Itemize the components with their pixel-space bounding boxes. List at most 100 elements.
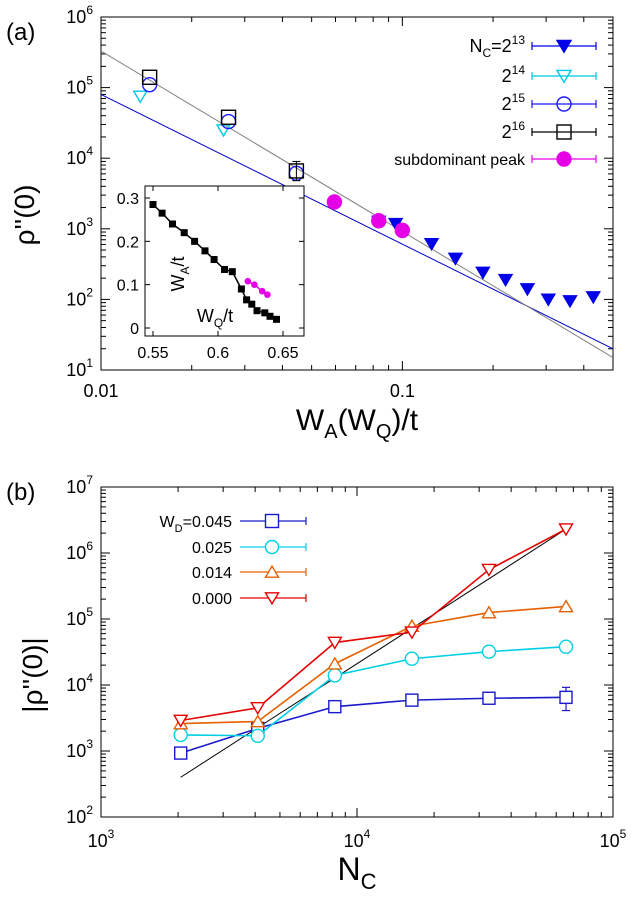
fit-line-2 xyxy=(101,50,613,358)
panel-a-data xyxy=(132,69,601,309)
series-b-4-point xyxy=(404,626,420,640)
series-b-3-point xyxy=(558,599,574,613)
series-b-1-point xyxy=(328,699,342,714)
y-tick-label-exp: 2 xyxy=(86,285,93,299)
y-tick-label-exp: 3 xyxy=(86,737,93,751)
series-2-point xyxy=(132,90,149,104)
y-tick-label-base: 10 xyxy=(66,148,86,168)
legend-b-marker-1 xyxy=(264,513,280,529)
panel-a-fit-lines xyxy=(101,50,613,358)
panel-b-data xyxy=(172,523,574,760)
series-b-4-point xyxy=(558,523,574,537)
legend-b-marker-2 xyxy=(264,539,280,555)
inset-series-1-point xyxy=(228,268,236,276)
y-tick-label: 103 xyxy=(66,737,93,761)
legend-a-entry-1: NC=213 xyxy=(469,33,525,60)
panel-a-frame xyxy=(100,16,614,371)
legend-a-marker-1 xyxy=(555,39,573,54)
series-b-3-point xyxy=(481,605,497,619)
y-tick-label-base: 10 xyxy=(66,289,86,309)
inset-series-1-point xyxy=(221,266,228,273)
y-tick-label: 105 xyxy=(66,74,93,98)
inset-series-1-point xyxy=(273,315,280,323)
inset-series-2-point xyxy=(251,281,258,288)
y-tick-label: 102 xyxy=(66,285,93,309)
series-b-4-line xyxy=(180,528,567,722)
series-4-point xyxy=(141,69,158,85)
inset-series-1-point xyxy=(266,312,274,320)
series-1-point xyxy=(497,273,514,287)
series-b-2-point xyxy=(481,644,497,659)
y-tick-label-exp: 2 xyxy=(86,803,93,817)
series-b-2-point xyxy=(327,668,343,683)
legend-a-entry-2: 214 xyxy=(502,63,526,86)
y-tick-label-base: 10 xyxy=(66,7,86,27)
legend-a-samples xyxy=(531,39,597,167)
panel-b-label: (b) xyxy=(6,479,35,506)
inset-y-tick-label: 0.1 xyxy=(117,278,139,295)
inset-series-1-line xyxy=(152,203,277,321)
series-b-1-point xyxy=(405,693,419,707)
legend-a-marker-4 xyxy=(556,124,572,140)
inset-series-1-point xyxy=(201,247,209,255)
legend-a-marker-5 xyxy=(556,151,572,167)
panel-b-x-tick-labels: 103 104 105 xyxy=(88,827,627,851)
x-tick-label: 0.1 xyxy=(390,381,415,401)
panel-a-legend: NC=213 214 215 216 subdominant peak xyxy=(394,33,597,169)
x-tick-label: 105 xyxy=(600,827,627,851)
legend-a-entry-3: 215 xyxy=(502,91,526,114)
x-tick-label-base: 10 xyxy=(344,831,364,851)
y-tick-label-exp: 7 xyxy=(86,473,93,487)
inset-data xyxy=(149,201,280,323)
series-1-point xyxy=(519,283,536,297)
series-4-point xyxy=(288,163,305,179)
panel-b-y-axis-label: |ρ''(0)| xyxy=(17,637,48,712)
series-b-1-point xyxy=(559,690,573,705)
legend-a-marker-3 xyxy=(556,96,572,112)
x-tick-label-exp: 4 xyxy=(364,827,371,841)
y-tick-label: 102 xyxy=(66,803,93,827)
legend-a-marker-2 xyxy=(555,69,573,84)
y-tick-label: 105 xyxy=(66,605,93,629)
y-tick-label-exp: 4 xyxy=(86,144,93,158)
panel-b-x-axis-label: NC xyxy=(338,851,377,894)
panel-b-fit-lines xyxy=(180,528,567,778)
y-tick-label-exp: 1 xyxy=(86,356,93,370)
y-tick-label-exp: 5 xyxy=(86,605,93,619)
y-tick-label: 101 xyxy=(66,356,93,380)
x-tick-label: 103 xyxy=(88,827,115,851)
x-tick-label: 0.01 xyxy=(83,381,118,401)
y-tick-label-base: 10 xyxy=(66,807,86,827)
series-4-point xyxy=(220,109,237,125)
series-b-2-point xyxy=(558,639,574,654)
x-tick-label-base: 10 xyxy=(88,831,108,851)
legend-b-entry-4: 0.000 xyxy=(192,591,232,608)
inset-series-1-point xyxy=(248,300,256,308)
series-1-point xyxy=(447,252,464,266)
legend-b-marker-4 xyxy=(264,592,280,606)
x-tick-label-exp: 3 xyxy=(108,827,115,841)
inset-axes: 0.55 0.6 0.65 0 0.1 0.2 0.3 xyxy=(117,186,304,362)
inset-series-1-point xyxy=(158,209,166,217)
fit-line-b-1 xyxy=(180,528,567,778)
inset-series-2-point xyxy=(264,291,271,298)
y-tick-label: 103 xyxy=(66,215,93,239)
y-tick-label: 104 xyxy=(66,144,93,168)
panel-a-y-axis-label: ρ''(0) xyxy=(9,185,40,246)
series-b-3-point xyxy=(250,714,266,728)
legend-b-samples xyxy=(240,513,307,606)
series-b-1-line xyxy=(180,696,567,754)
panel-b-axes xyxy=(100,486,614,818)
series-b-1-point xyxy=(482,691,496,705)
y-tick-label-base: 10 xyxy=(66,477,86,497)
inset-y-tick-label: 0 xyxy=(130,321,139,338)
panel-a-x-tick-labels: 0.01 0.1 xyxy=(83,381,414,401)
series-1-point xyxy=(585,291,601,305)
series-b-4-point xyxy=(481,563,497,577)
series-b-4-point xyxy=(250,701,266,716)
legend-a-entry-4: 216 xyxy=(502,119,526,142)
panel-a-label: (a) xyxy=(6,19,35,46)
